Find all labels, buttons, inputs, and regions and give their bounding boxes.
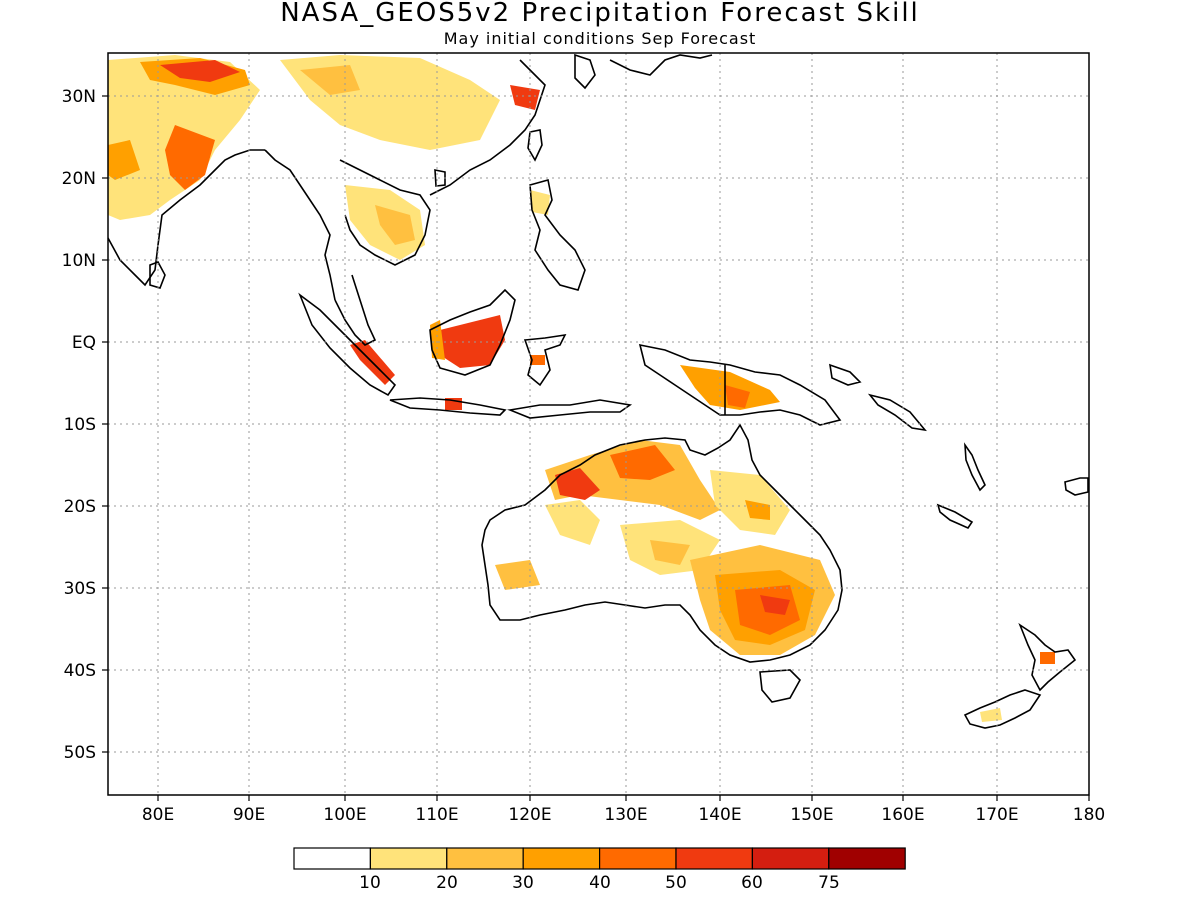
skill-region-philippines: [530, 190, 550, 215]
coast-new-zealand-south: [963, 689, 1042, 729]
colorbar-label: 30: [512, 873, 534, 893]
coast-sumatra: [298, 292, 397, 397]
skill-region-himalaya: [160, 60, 240, 82]
lon-label: 150E: [790, 805, 833, 825]
longitude-labels: 80E 90E 100E 110E 120E 130E 140E 150E 16…: [142, 805, 1105, 825]
lon-label: 100E: [323, 805, 366, 825]
colorbar-swatch: [293, 847, 372, 870]
coast-new-guinea: [638, 343, 842, 426]
lon-label: 80E: [142, 805, 174, 825]
coast-korea: [574, 53, 596, 90]
lat-label: 10N: [62, 251, 96, 271]
skill-region-central-core: [650, 540, 690, 565]
lon-label: 180: [1073, 805, 1105, 825]
coast-java: [389, 397, 507, 416]
coast-india: [107, 149, 265, 287]
skill-region-borneo: [440, 315, 505, 368]
lon-label: 90E: [233, 805, 265, 825]
coast-australia: [481, 423, 843, 663]
skill-region-interior: [545, 500, 600, 545]
colorbar-swatch: [446, 847, 524, 870]
colorbar-label: 10: [359, 873, 381, 893]
colorbar-swatch: [598, 847, 677, 870]
skill-region-sulawesi: [530, 355, 545, 365]
colorbar-label: 75: [818, 873, 840, 893]
coast-new-caledonia: [936, 503, 974, 530]
colorbar: 10 20 30 40 50 60 75: [293, 847, 906, 893]
coast-vanuatu: [964, 442, 986, 492]
skill-region-top-end: [610, 445, 675, 480]
colorbar-swatch: [369, 847, 448, 870]
lat-label: 10S: [64, 415, 96, 435]
axis-ticks: [102, 95, 1090, 801]
colorbar-swatch: [675, 847, 754, 870]
skill-region-west-australia: [495, 560, 540, 590]
lon-label: 130E: [604, 805, 647, 825]
map-background: [108, 53, 1089, 795]
colorbar-label: 60: [741, 873, 763, 893]
lon-label: 140E: [698, 805, 741, 825]
skill-region-queensland-core: [745, 500, 770, 520]
map-title: NASA_GEOS5v2 Precipitation Forecast Skil…: [280, 0, 920, 28]
lat-label: EQ: [72, 333, 96, 353]
skill-region-new-guinea-core: [725, 385, 750, 408]
lat-label: 30N: [62, 87, 96, 107]
colorbar-swatch: [828, 847, 906, 870]
coast-japan: [609, 54, 713, 76]
lon-label: 120E: [508, 805, 551, 825]
skill-region-borneo-edge: [430, 320, 445, 360]
coast-sulawesi: [523, 333, 567, 387]
latitude-labels: 30N 20N 10N EQ 10S 20S 30S 40S 50S: [62, 87, 96, 763]
skill-region-bengal: [165, 125, 215, 190]
lon-label: 170E: [975, 805, 1018, 825]
coast-sri-lanka: [149, 261, 166, 289]
coast-timor: [507, 399, 633, 419]
skill-region-kimberley: [555, 468, 600, 500]
coast-hainan: [434, 169, 446, 187]
coast-taiwan: [527, 129, 543, 162]
coast-indochina: [339, 159, 431, 266]
coast-bismarck: [829, 363, 862, 386]
lon-label: 160E: [881, 805, 924, 825]
coast-borneo: [429, 288, 516, 376]
colorbar-swatch: [751, 847, 830, 870]
skill-region-new-zealand-south: [980, 708, 1002, 722]
lat-label: 50S: [64, 743, 96, 763]
coast-fiji: [1064, 477, 1089, 496]
lat-label: 20N: [62, 169, 96, 189]
colorbar-label: 20: [436, 873, 458, 893]
skill-region-new-zealand-north: [1040, 652, 1055, 664]
coast-tasmania: [759, 669, 801, 703]
coast-philippines: [529, 178, 586, 291]
skill-region-west-india: [108, 140, 140, 180]
coastlines: [107, 53, 1089, 729]
coast-myanmar: [264, 149, 336, 301]
lat-label: 40S: [64, 661, 96, 681]
colorbar-swatch: [522, 847, 601, 870]
colorbar-label: 50: [665, 873, 687, 893]
map-subtitle: May initial conditions Sep Forecast: [443, 29, 757, 48]
skill-region-indochina-core: [375, 205, 415, 245]
skill-region-murray-core: [760, 595, 790, 615]
coast-new-zealand-north: [1018, 622, 1077, 692]
lat-label: 20S: [64, 497, 96, 517]
gridlines: [108, 53, 1089, 795]
coast-malay-peninsula: [334, 274, 377, 346]
coast-solomons: [867, 393, 927, 432]
colorbar-label: 40: [589, 873, 611, 893]
lon-label: 110E: [415, 805, 458, 825]
lat-label: 30S: [64, 579, 96, 599]
skill-region-east-china: [510, 85, 540, 110]
coast-china: [429, 59, 546, 196]
